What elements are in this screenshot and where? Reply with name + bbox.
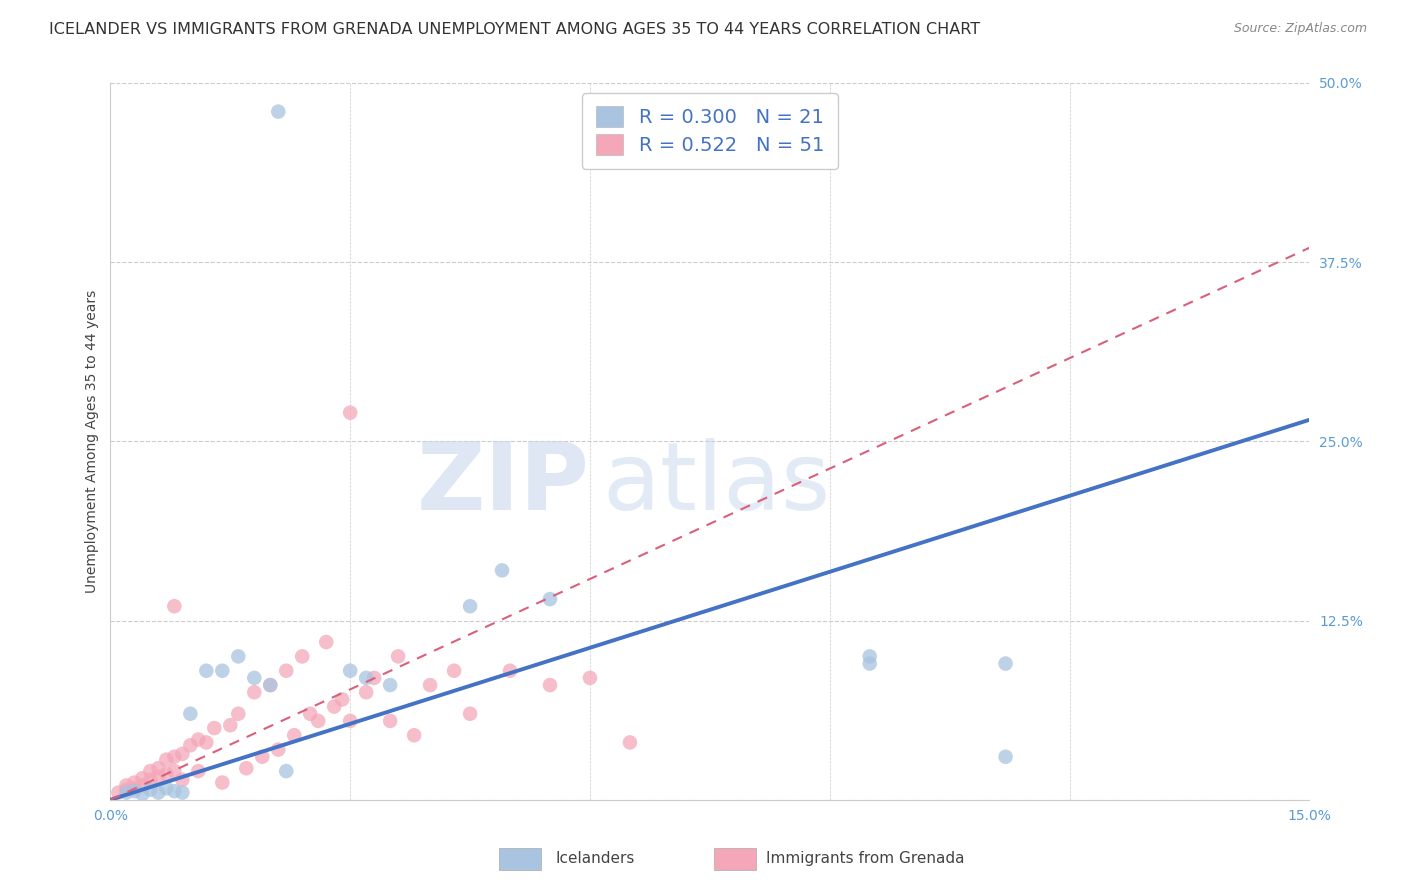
Text: Icelanders: Icelanders — [555, 851, 634, 865]
Point — [276, 664, 298, 678]
Text: Immigrants from Grenada: Immigrants from Grenada — [766, 851, 965, 865]
Point — [163, 784, 186, 798]
Point — [378, 678, 401, 692]
Point — [259, 678, 281, 692]
Point — [172, 786, 194, 800]
Point — [179, 739, 201, 753]
Point — [148, 770, 170, 784]
Point — [243, 671, 266, 685]
Y-axis label: Unemployment Among Ages 35 to 44 years: Unemployment Among Ages 35 to 44 years — [86, 290, 100, 593]
Point — [330, 692, 353, 706]
Point — [267, 104, 290, 119]
Point — [419, 678, 441, 692]
Point — [291, 649, 314, 664]
Legend: R = 0.300   N = 21, R = 0.522   N = 51: R = 0.300 N = 21, R = 0.522 N = 51 — [582, 93, 838, 169]
Point — [172, 772, 194, 787]
Point — [458, 706, 481, 721]
Point — [155, 781, 177, 796]
Point — [124, 775, 146, 789]
Point — [619, 735, 641, 749]
Point — [131, 787, 153, 801]
Point — [307, 714, 329, 728]
Point — [172, 747, 194, 761]
Point — [354, 671, 377, 685]
Point — [139, 764, 162, 778]
Point — [538, 592, 561, 607]
Point — [226, 706, 249, 721]
Point — [235, 761, 257, 775]
Point — [323, 699, 346, 714]
Point — [187, 764, 209, 778]
Point — [538, 678, 561, 692]
Point — [491, 563, 513, 577]
Point — [115, 782, 138, 797]
Point — [267, 742, 290, 756]
Text: Source: ZipAtlas.com: Source: ZipAtlas.com — [1233, 22, 1367, 36]
Point — [579, 671, 602, 685]
Point — [179, 706, 201, 721]
Point — [387, 649, 409, 664]
Point — [994, 657, 1017, 671]
Text: ZIP: ZIP — [418, 438, 591, 531]
Point — [211, 664, 233, 678]
Point — [163, 749, 186, 764]
Point — [339, 664, 361, 678]
Point — [315, 635, 337, 649]
Text: atlas: atlas — [602, 438, 830, 531]
Point — [131, 771, 153, 785]
Point — [195, 735, 218, 749]
Point — [107, 786, 129, 800]
Point — [124, 784, 146, 798]
Point — [219, 718, 242, 732]
Point — [155, 767, 177, 781]
Point — [124, 781, 146, 796]
Point — [378, 714, 401, 728]
Point — [276, 764, 298, 778]
Point — [148, 786, 170, 800]
Point — [994, 749, 1017, 764]
Text: ICELANDER VS IMMIGRANTS FROM GRENADA UNEMPLOYMENT AMONG AGES 35 TO 44 YEARS CORR: ICELANDER VS IMMIGRANTS FROM GRENADA UNE… — [49, 22, 980, 37]
Point — [115, 786, 138, 800]
Point — [163, 599, 186, 614]
Point — [363, 671, 385, 685]
Point — [283, 728, 305, 742]
Point — [252, 749, 274, 764]
Point — [163, 764, 186, 778]
Point — [139, 772, 162, 787]
Point — [859, 649, 882, 664]
Point — [499, 664, 522, 678]
Point — [339, 714, 361, 728]
Point — [195, 664, 218, 678]
Point — [299, 706, 322, 721]
Point — [354, 685, 377, 699]
Point — [148, 761, 170, 775]
Point — [443, 664, 465, 678]
Point — [458, 599, 481, 614]
Point — [339, 406, 361, 420]
Point — [187, 732, 209, 747]
Point — [115, 779, 138, 793]
Point — [155, 753, 177, 767]
Point — [211, 775, 233, 789]
Point — [404, 728, 426, 742]
Point — [139, 782, 162, 797]
Point — [859, 657, 882, 671]
Point — [259, 678, 281, 692]
Point — [131, 779, 153, 793]
Point — [243, 685, 266, 699]
Point — [202, 721, 225, 735]
Point — [226, 649, 249, 664]
